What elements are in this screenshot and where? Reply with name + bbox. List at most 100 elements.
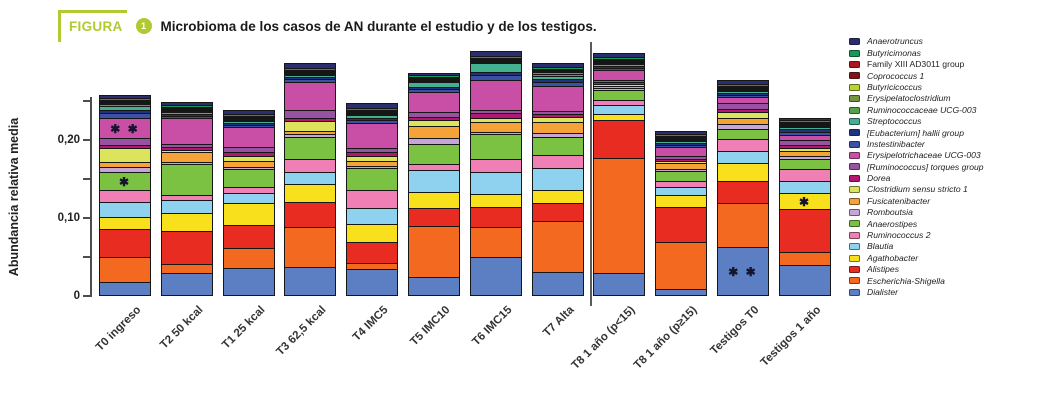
bar-segment (284, 137, 336, 160)
bar-segment (655, 242, 707, 290)
bar-segment (470, 134, 522, 160)
legend-item: Butyricicoccus (849, 82, 1044, 93)
legend-label: Dorea (867, 173, 891, 184)
bar-segment (470, 172, 522, 195)
bar-segment (223, 203, 275, 226)
bar-segment (408, 170, 460, 193)
y-tick (83, 295, 91, 297)
legend-item: Fusicatenibacter (849, 195, 1044, 206)
legend-item: Alistipes (849, 264, 1044, 275)
bar-segment (532, 168, 584, 191)
legend-item: [Eubacterium] hallii group (849, 127, 1044, 138)
legend-item: Butyricimonas (849, 47, 1044, 58)
bar-segment (655, 289, 707, 296)
y-axis-line (90, 97, 92, 297)
legend-item: Escherichia-Shigella (849, 275, 1044, 286)
legend-swatch-icon (849, 220, 860, 228)
bar-segment (223, 268, 275, 296)
significance-asterisks: ✱ (798, 194, 812, 209)
bar-segment (593, 158, 645, 274)
bar-segment (408, 192, 460, 209)
bar-segment (470, 257, 522, 296)
stacked-bar-t5-imc10 (408, 73, 460, 296)
bar-segment (532, 203, 584, 222)
bar-segment (717, 203, 769, 248)
bar-segment (161, 200, 213, 214)
stacked-bar-t8-1-año-p<15- (593, 53, 645, 296)
bar-segment (470, 227, 522, 258)
bar-segment (284, 202, 336, 228)
legend-swatch-icon (849, 174, 860, 182)
bar-segment (161, 231, 213, 265)
legend-swatch-icon (849, 186, 860, 194)
legend-swatch-icon (849, 72, 860, 80)
bar-segment (284, 267, 336, 296)
bar-segment (532, 221, 584, 273)
legend-item: [Ruminococcus] torques group (849, 161, 1044, 172)
legend-label: Dialister (867, 286, 899, 297)
bar-segment (655, 207, 707, 243)
bar-segment (532, 86, 584, 112)
bar-segment (99, 282, 151, 296)
significance-asterisks: ✱ ✱ (110, 121, 140, 136)
legend-item: Ruminococcus 2 (849, 230, 1044, 241)
figure-title: Microbioma de los casos de AN durante el… (160, 18, 597, 34)
legend: Anaerotruncus Butyricimonas Family XIII AD… (849, 36, 1044, 298)
stacked-bar-t6-imc15 (470, 51, 522, 296)
bar-segment (346, 123, 398, 149)
y-tick-label: 0 (73, 290, 80, 302)
legend-item: Clostridium sensu stricto 1 (849, 184, 1044, 195)
x-axis-label: T4 IMC5 (350, 304, 391, 344)
legend-item: Erysipelotrichaceae UCG-003 (849, 150, 1044, 161)
legend-swatch-icon (849, 83, 860, 91)
bar-segment (532, 190, 584, 204)
legend-swatch-icon (849, 60, 860, 68)
bar-segment (532, 272, 584, 296)
x-axis-label: T0 ingreso (93, 304, 144, 354)
legend-item: Agathobacter (849, 252, 1044, 263)
legend-swatch-icon (849, 38, 860, 46)
bar-segment (284, 184, 336, 203)
bar-segment: ✱ ✱ (717, 247, 769, 296)
bar-segment (161, 164, 213, 196)
legend-swatch-icon (849, 152, 860, 160)
bar-segment (346, 269, 398, 296)
legend-swatch-icon (849, 140, 860, 148)
legend-item: Family XIII AD3011 group (849, 59, 1044, 70)
legend-item: Instestinibacter (849, 139, 1044, 150)
bar-segment (408, 208, 460, 227)
legend-label: Anaerotruncus (867, 36, 923, 47)
bar-segment (470, 207, 522, 228)
legend-label: Ruminococcaceae UCG-003 (867, 104, 977, 115)
bar-segment (470, 80, 522, 111)
bar-segment (408, 92, 460, 113)
bar-segment (346, 168, 398, 191)
legend-item: Streptococcus (849, 116, 1044, 127)
legend-label: Agathobacter (867, 252, 919, 263)
legend-swatch-icon (849, 231, 860, 239)
legend-swatch-icon (849, 209, 860, 217)
bar-segment (532, 155, 584, 169)
bar-segment (593, 273, 645, 296)
bar-segment (779, 252, 831, 266)
legend-swatch-icon (849, 197, 860, 205)
bar-segment (161, 213, 213, 232)
bar-segment (593, 120, 645, 159)
legend-swatch-icon (849, 129, 860, 137)
group-divider-line (590, 42, 592, 306)
legend-item: Dorea (849, 173, 1044, 184)
y-tick (83, 178, 91, 180)
bar-segment (223, 169, 275, 188)
stacked-bar-t3-62-5-kcal (284, 63, 336, 296)
bar-segment (284, 227, 336, 268)
bar-segment (161, 118, 213, 145)
x-axis-label: Testigos 1 año (758, 304, 824, 369)
stacked-bar-t8-1-año-p≥15- (655, 131, 707, 296)
x-axis-label: T8 1 año (p<15) (569, 304, 638, 372)
legend-label: Blautia (867, 241, 894, 252)
legend-swatch-icon (849, 288, 860, 296)
y-tick (83, 256, 91, 258)
significance-asterisks: ✱ (118, 174, 132, 189)
bar-segment (99, 257, 151, 283)
